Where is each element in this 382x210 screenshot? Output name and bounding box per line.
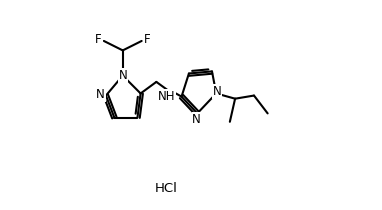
Text: N: N: [192, 113, 201, 126]
Text: NH: NH: [158, 90, 176, 103]
Text: N: N: [118, 69, 127, 82]
Text: F: F: [95, 33, 102, 46]
Text: N: N: [96, 88, 105, 101]
Text: N: N: [212, 85, 221, 98]
Text: HCl: HCl: [154, 182, 177, 196]
Text: F: F: [144, 33, 150, 46]
